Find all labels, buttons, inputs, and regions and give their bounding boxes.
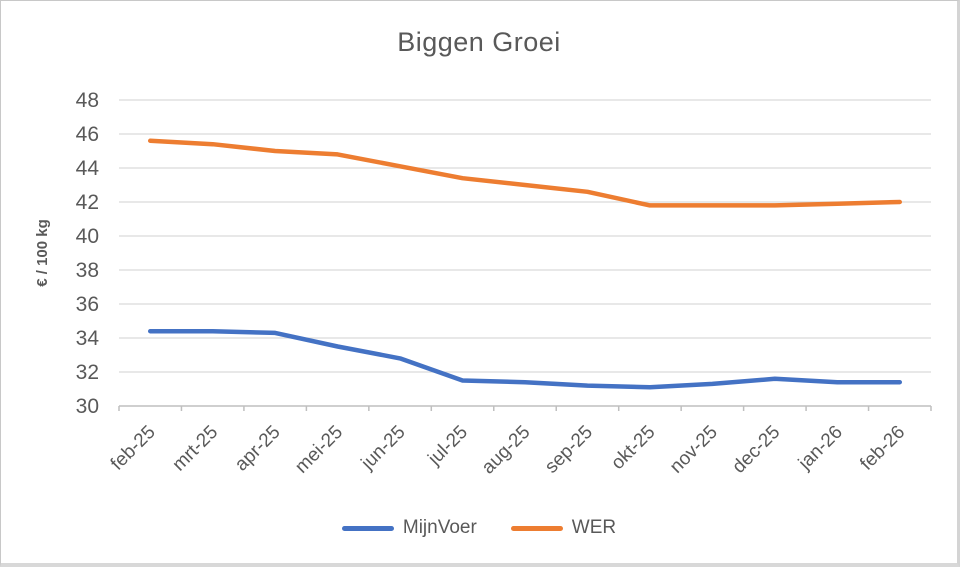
y-axis-tick-label: 30 bbox=[76, 395, 99, 418]
x-axis-label: aug-25 bbox=[478, 422, 535, 479]
legend-label: WER bbox=[571, 517, 617, 538]
y-axis-tick-label: 38 bbox=[76, 259, 99, 282]
x-axis-label: jan-26 bbox=[794, 422, 847, 475]
y-axis-tick-label: 48 bbox=[76, 89, 99, 112]
x-axis-label: feb-25 bbox=[107, 422, 160, 475]
x-axis-label: jun-25 bbox=[357, 422, 410, 475]
x-axis-label: feb-26 bbox=[856, 422, 909, 475]
legend-swatch-mijnvoer bbox=[341, 525, 394, 531]
x-axis-label: sep-25 bbox=[541, 422, 597, 478]
legend-swatch-wer bbox=[510, 525, 563, 531]
series-line-wer bbox=[147, 138, 903, 208]
legend-label: MijnVoer bbox=[402, 517, 477, 538]
y-axis-tick-label: 36 bbox=[76, 293, 99, 316]
legend-item-wer: WER bbox=[510, 517, 617, 539]
x-axis-label: okt-25 bbox=[607, 422, 659, 474]
x-axis-label: jul-25 bbox=[424, 422, 472, 470]
y-axis-tick-label: 34 bbox=[76, 327, 100, 350]
y-axis-tick-label: 42 bbox=[76, 191, 99, 214]
y-axis-tick-label: 32 bbox=[76, 361, 99, 384]
series-line-mijnvoer bbox=[147, 328, 903, 390]
y-axis-title: € / 100 kg bbox=[34, 219, 51, 287]
legend-item-mijnvoer: MijnVoer bbox=[341, 517, 477, 539]
chart-legend: MijnVoer WER bbox=[1, 517, 957, 539]
y-axis-tick-label: 40 bbox=[76, 225, 99, 248]
x-axis-label: dec-25 bbox=[728, 422, 784, 478]
chart-title: Biggen Groei bbox=[397, 27, 561, 57]
x-axis-label: nov-25 bbox=[666, 422, 722, 478]
x-axis-label: mrt-25 bbox=[169, 422, 223, 476]
y-axis-tick-label: 44 bbox=[76, 157, 100, 180]
x-axis-label: mei-25 bbox=[291, 422, 347, 478]
x-axis-label: apr-25 bbox=[231, 422, 285, 476]
y-axis-tick-label: 46 bbox=[76, 123, 99, 146]
